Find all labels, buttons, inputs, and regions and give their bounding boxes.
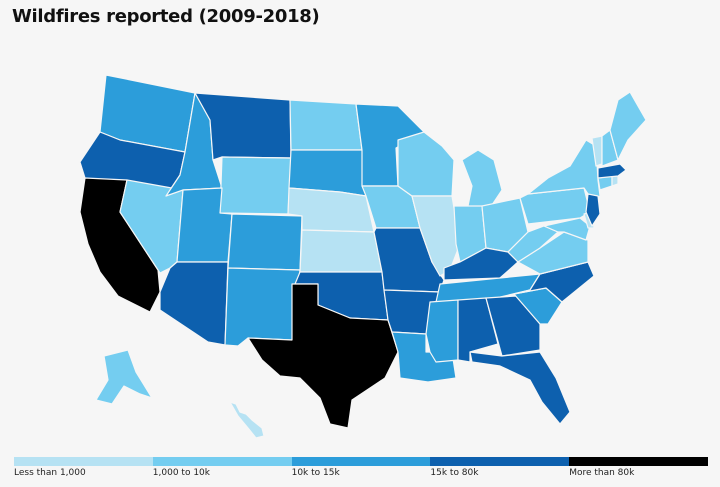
legend-label: 15k to 80k	[430, 468, 479, 478]
state-maine[interactable]	[609, 91, 647, 161]
state-rhode-island[interactable]	[611, 175, 619, 187]
state-georgia[interactable]	[485, 295, 541, 357]
state-arizona[interactable]	[159, 261, 229, 346]
state-kansas[interactable]	[299, 229, 383, 273]
state-new-mexico[interactable]	[224, 267, 301, 347]
state-wyoming[interactable]	[219, 156, 292, 215]
state-hawaii[interactable]	[229, 401, 265, 439]
state-texas[interactable]	[247, 283, 399, 429]
state-maryland[interactable]	[543, 217, 591, 241]
legend-label: Less than 1,000	[14, 468, 86, 478]
legend-label: 1,000 to 10k	[152, 468, 210, 478]
legend-swatch	[14, 457, 153, 466]
state-michigan[interactable]	[461, 149, 503, 209]
map-title: Wildfires reported (2009-2018)	[12, 6, 320, 27]
state-florida[interactable]	[469, 351, 571, 425]
state-massachusetts[interactable]	[597, 163, 627, 179]
legend-label: More than 80k	[569, 468, 635, 478]
state-minnesota[interactable]	[355, 103, 425, 187]
legend-swatch	[291, 457, 431, 466]
state-wisconsin[interactable]	[397, 131, 455, 197]
state-alaska[interactable]	[95, 349, 153, 405]
state-mississippi[interactable]	[425, 299, 459, 363]
legend-swatch	[430, 457, 570, 466]
state-new-jersey[interactable]	[585, 193, 601, 227]
legend-label: 10k to 15k	[291, 468, 340, 478]
state-louisiana[interactable]	[391, 331, 457, 383]
legend-swatch	[152, 457, 292, 466]
legend-swatch	[569, 457, 708, 466]
legend: Less than 1,000 1,000 to 10k 10k to 15k 15k…	[14, 457, 708, 487]
state-colorado[interactable]	[227, 213, 303, 271]
state-north-dakota[interactable]	[289, 99, 363, 151]
